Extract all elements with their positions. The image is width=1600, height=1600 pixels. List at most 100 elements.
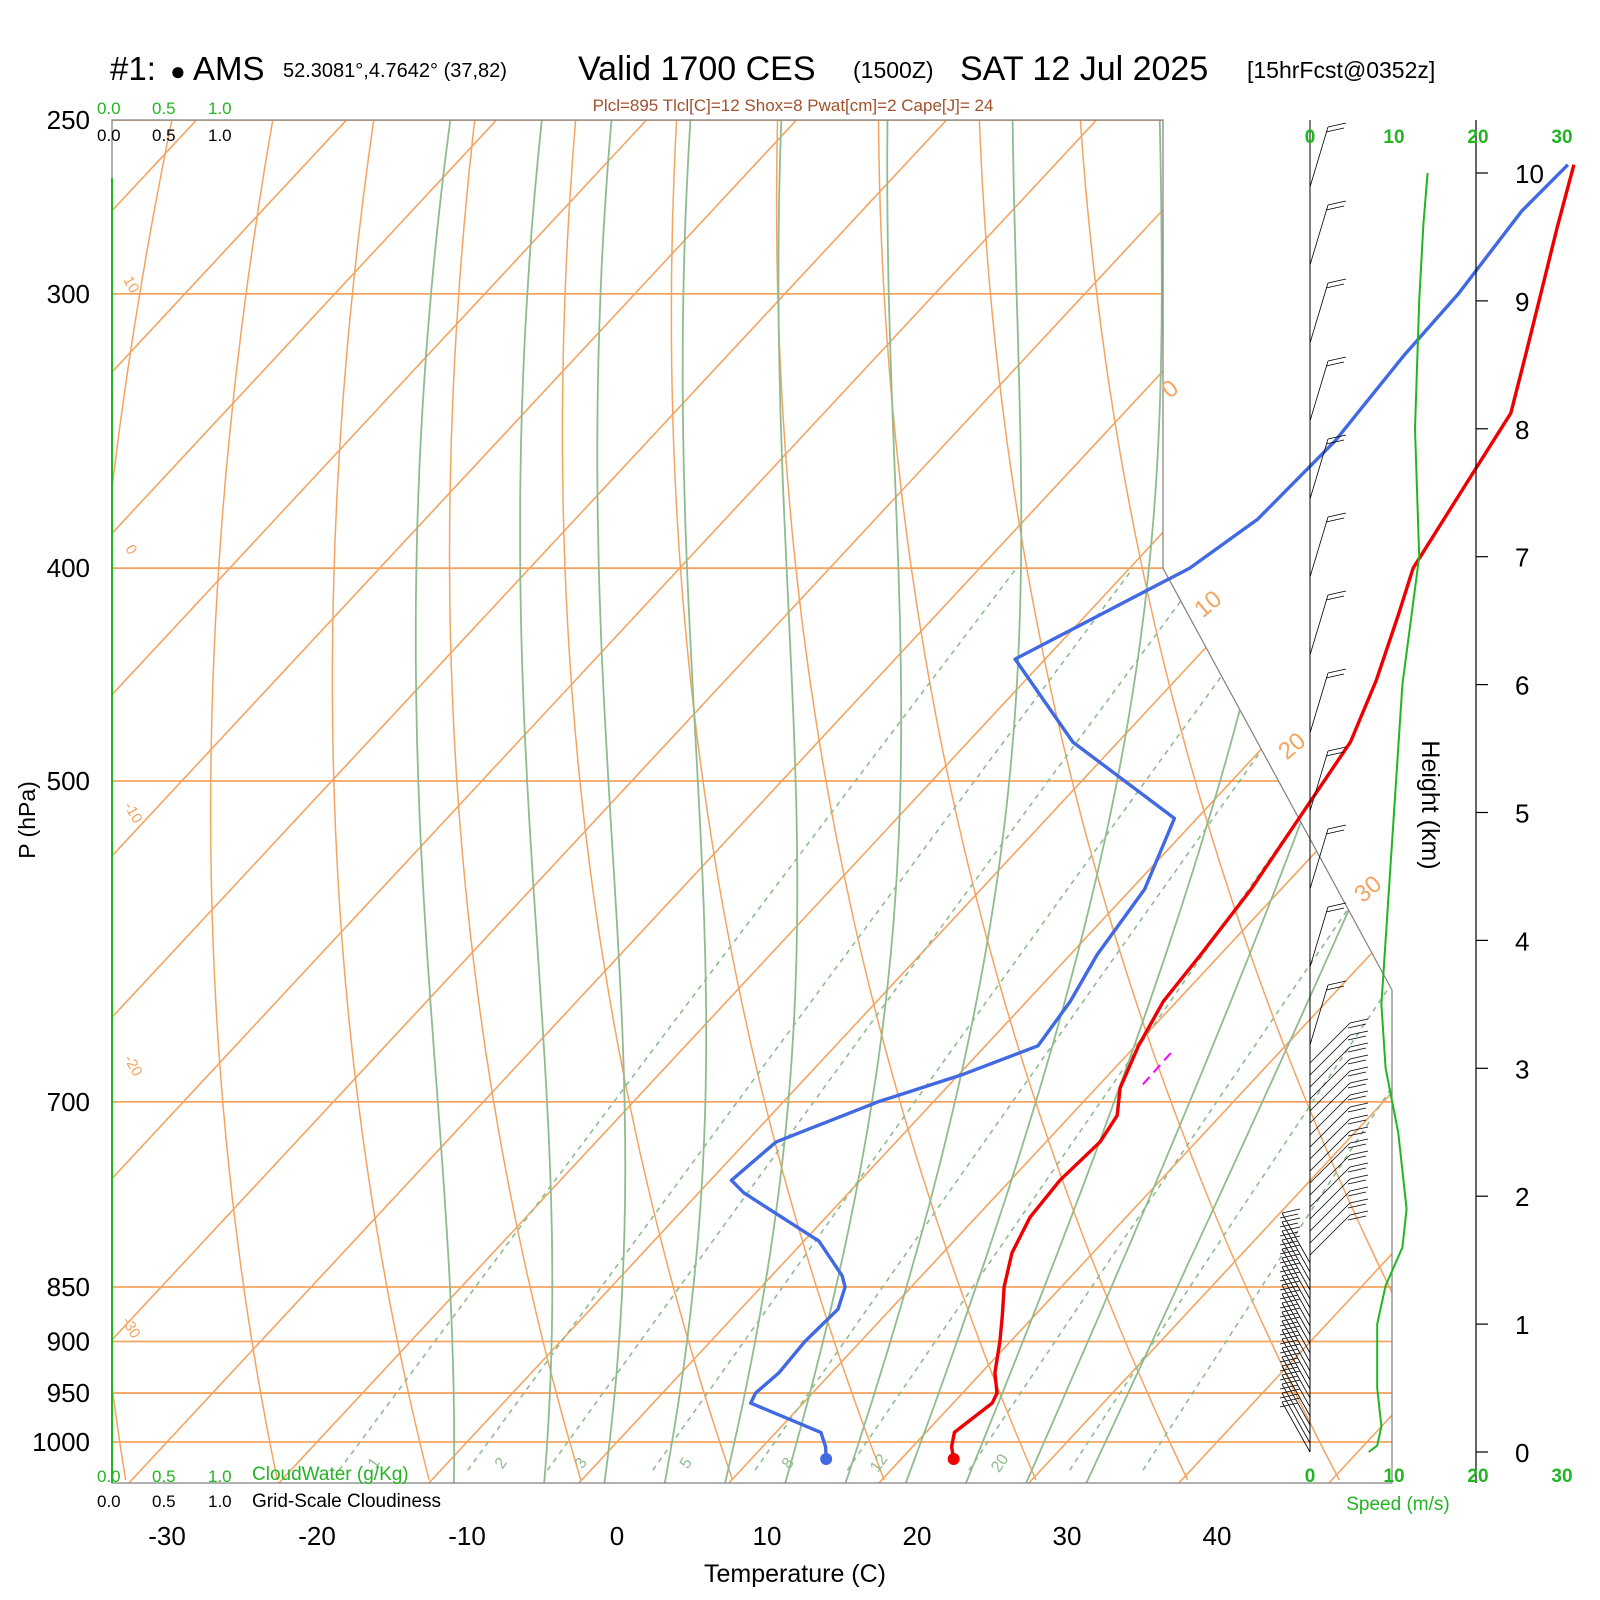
- moist-adiabat-line: [842, 120, 1023, 1483]
- wind-barb-feather: [1349, 1138, 1369, 1144]
- wind-barb: [1309, 1154, 1351, 1196]
- isotherm-line: [112, 120, 1248, 1483]
- grid-clip-group: [112, 120, 1392, 1483]
- mixing-ratio-line: [968, 567, 1392, 1471]
- isotherm-line: [1178, 120, 1392, 1483]
- isotherm-line: [878, 120, 1392, 1483]
- height-tick-label: 10: [1515, 159, 1544, 189]
- wind-barb-feather: [1347, 1119, 1367, 1125]
- cloudwater-scale-top-1: 0.5: [152, 99, 176, 118]
- wind-barb-feather: [1325, 517, 1345, 523]
- moist-adiabat-line: [662, 120, 708, 1483]
- isotherm-label: 10: [1189, 585, 1227, 623]
- dry-adiabat-line: [112, 120, 173, 1481]
- wind-barb: [1281, 1392, 1311, 1444]
- wind-barb-feather: [1347, 1083, 1367, 1089]
- station-name: AMS: [193, 50, 265, 87]
- wind-barb: [1281, 1356, 1311, 1408]
- wind-barb: [1309, 1130, 1351, 1172]
- moist-adiabat-line: [596, 120, 627, 1483]
- x-tick-label: -30: [148, 1521, 186, 1551]
- wind-barb: [1281, 1365, 1311, 1417]
- wind-barb-feather: [1325, 673, 1345, 679]
- wind-barb: [1309, 672, 1329, 734]
- pressure-tick-label: 700: [47, 1087, 90, 1117]
- wind-barb-feather: [1281, 1208, 1301, 1214]
- wind-barb-feather: [1281, 1217, 1301, 1223]
- isotherm-line: [112, 120, 348, 1483]
- wind-barb: [1309, 1118, 1351, 1160]
- wind-barb: [1281, 1338, 1311, 1390]
- wind-barb: [1309, 204, 1329, 266]
- dry-adiabat-line: [331, 120, 430, 1481]
- wind-barb: [1281, 1374, 1311, 1426]
- dry-adiabat-line: [978, 120, 1341, 1481]
- wind-barb: [1309, 1034, 1351, 1076]
- cloudiness-scale-bottom-2: 1.0: [208, 1492, 232, 1511]
- dry-adiabat-line: [670, 120, 885, 1481]
- isotherm-line: [112, 120, 498, 1483]
- height-tick-label: 2: [1515, 1182, 1529, 1212]
- wind-barb: [1309, 828, 1329, 890]
- x-tick-label: 0: [610, 1521, 624, 1551]
- wind-barb: [1309, 1190, 1351, 1232]
- wind-barb-feather: [1325, 751, 1345, 757]
- wind-barb: [1281, 1329, 1311, 1381]
- pressure-tick-label: 300: [47, 279, 90, 309]
- cloudiness-scale-top-0: 0.0: [97, 126, 121, 145]
- wind-barb: [1309, 1166, 1351, 1208]
- wind-barb: [1309, 1070, 1351, 1112]
- dewpoint-profile-surface-marker: [820, 1453, 833, 1466]
- wind-barb-feather: [1347, 1215, 1367, 1221]
- wind-barb: [1309, 1082, 1351, 1124]
- cloudiness-label: Grid-Scale Cloudiness: [252, 1491, 441, 1512]
- height-tick-label: 5: [1515, 799, 1529, 829]
- wind-barb-feather: [1327, 668, 1347, 674]
- wind-barb: [1309, 1058, 1351, 1100]
- wind-barb: [1309, 282, 1329, 344]
- wind-barb-feather: [1327, 434, 1347, 440]
- moist-adiabat-line: [414, 120, 456, 1483]
- mixing-ratio-line: [846, 567, 1392, 1471]
- dry-adiabat-line: [1382, 120, 1392, 1481]
- isotherm-line: [112, 120, 648, 1483]
- cloudwater-scale-top-0: 0.0: [97, 99, 121, 118]
- cloudwater-scale-bottom-2: 1.0: [208, 1467, 232, 1486]
- wind-barb: [1309, 1094, 1351, 1136]
- wind-speed-tick-top: 10: [1383, 127, 1404, 148]
- wind-barb-feather: [1349, 1018, 1369, 1024]
- wind-speed-tick-bottom: 30: [1551, 1466, 1572, 1487]
- wind-barb: [1281, 1284, 1311, 1336]
- wind-barb-feather: [1325, 283, 1345, 289]
- moist-adiabat-line: [1022, 120, 1392, 1483]
- wind-barb: [1281, 1266, 1311, 1318]
- x-axis-title: Temperature (C): [704, 1560, 886, 1588]
- wind-barb-feather: [1349, 1102, 1369, 1108]
- height-tick-label: 6: [1515, 671, 1529, 701]
- wind-barb-feather: [1349, 1090, 1369, 1096]
- cloudiness-scale-bottom-1: 0.5: [152, 1492, 176, 1511]
- sounding-indices: Plcl=895 Tlcl[C]=12 Shox=8 Pwat[cm]=2 Ca…: [593, 96, 994, 115]
- wind-speed-tick-bottom: 20: [1467, 1466, 1488, 1487]
- wind-speed-tick-bottom: 0: [1305, 1466, 1316, 1487]
- wind-barb: [1281, 1212, 1311, 1264]
- forecast-info: [15hrFcst@0352z]: [1247, 57, 1435, 83]
- wind-barb: [1309, 1022, 1351, 1064]
- mixing-ratio-line: [467, 567, 1134, 1471]
- wind-barb: [1281, 1311, 1311, 1363]
- isotherm-line: [112, 120, 1098, 1483]
- wind-barb-feather: [1347, 1203, 1367, 1209]
- wind-barb-feather: [1349, 1066, 1369, 1072]
- wind-barb: [1309, 360, 1329, 422]
- mixing-ratio-label: 2: [492, 1455, 511, 1472]
- wind-barb: [1309, 594, 1329, 656]
- height-tick-label: 4: [1515, 926, 1529, 956]
- isotherm-line: [112, 120, 798, 1483]
- y-axis-title: P (hPa): [14, 781, 40, 859]
- pressure-tick-label: 900: [47, 1327, 90, 1357]
- mixing-ratio-line: [1069, 567, 1392, 1471]
- mixing-ratio-line: [546, 567, 1206, 1471]
- wind-barb-feather: [1325, 595, 1345, 601]
- moist-adiabat-line: [519, 120, 554, 1483]
- x-tick-label: -10: [448, 1521, 486, 1551]
